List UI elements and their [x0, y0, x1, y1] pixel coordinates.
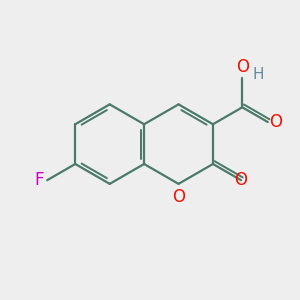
Text: O: O	[235, 171, 248, 189]
Text: O: O	[236, 58, 249, 76]
Text: O: O	[172, 188, 185, 206]
Text: F: F	[35, 171, 44, 189]
Text: H: H	[253, 67, 264, 82]
Text: O: O	[269, 113, 282, 131]
